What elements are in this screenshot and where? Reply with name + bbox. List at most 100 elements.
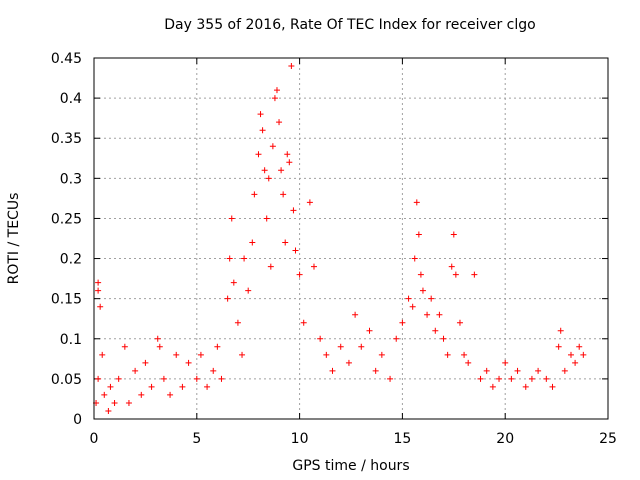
x-tick-label: 25 xyxy=(599,431,617,447)
data-point xyxy=(296,271,303,278)
data-point xyxy=(239,351,246,358)
data-point xyxy=(154,335,161,342)
data-point xyxy=(148,383,155,390)
data-point xyxy=(496,375,503,382)
y-tick-label: 0.25 xyxy=(51,211,82,227)
data-point xyxy=(160,375,167,382)
data-point xyxy=(269,143,276,150)
data-point xyxy=(424,311,431,318)
data-point xyxy=(97,303,104,310)
data-point xyxy=(132,367,139,374)
data-point xyxy=(477,375,484,382)
data-point xyxy=(555,343,562,350)
y-tick-label: 0.35 xyxy=(51,131,82,147)
data-point xyxy=(197,351,204,358)
data-point xyxy=(535,367,542,374)
data-point xyxy=(284,151,291,158)
data-point xyxy=(413,199,420,206)
data-point xyxy=(121,343,128,350)
axis-ticks: 0 5 10 15 20 25 0 0.05 0.1 0.15 0.2 0.25 0.3 0.35 0.4 0… xyxy=(51,51,617,447)
data-point xyxy=(567,351,574,358)
data-point xyxy=(549,383,556,390)
data-points xyxy=(93,63,587,414)
data-point xyxy=(251,191,258,198)
data-point xyxy=(419,287,426,294)
data-point xyxy=(210,367,217,374)
data-point xyxy=(411,255,418,262)
data-point xyxy=(142,359,149,366)
data-point xyxy=(105,407,112,414)
y-tick-label: 0.2 xyxy=(60,252,82,268)
data-point xyxy=(179,383,186,390)
data-point xyxy=(271,95,278,102)
x-tick-label: 0 xyxy=(90,431,99,447)
data-point xyxy=(576,343,583,350)
data-point xyxy=(306,199,313,206)
data-point xyxy=(261,167,268,174)
data-point xyxy=(572,359,579,366)
data-point xyxy=(185,359,192,366)
data-point xyxy=(508,375,515,382)
data-point xyxy=(267,263,274,270)
grid-lines xyxy=(94,58,608,419)
data-point xyxy=(387,375,394,382)
y-tick-label: 0.05 xyxy=(51,372,82,388)
data-point xyxy=(292,247,299,254)
data-point xyxy=(444,351,451,358)
data-point xyxy=(286,159,293,166)
data-point xyxy=(432,327,439,334)
data-point xyxy=(465,359,472,366)
data-point xyxy=(428,295,435,302)
data-point xyxy=(290,207,297,214)
data-point xyxy=(415,231,422,238)
data-point xyxy=(95,279,102,286)
data-point xyxy=(276,119,283,126)
data-point xyxy=(310,263,317,270)
data-point xyxy=(543,375,550,382)
y-tick-label: 0.3 xyxy=(60,171,82,187)
data-point xyxy=(448,263,455,270)
data-point xyxy=(278,167,285,174)
data-point xyxy=(405,295,412,302)
data-point xyxy=(265,175,272,182)
data-point xyxy=(522,383,529,390)
data-point xyxy=(436,311,443,318)
data-point xyxy=(417,271,424,278)
data-point xyxy=(125,399,132,406)
chart-title: Day 355 of 2016, Rate Of TEC Index for r… xyxy=(164,17,536,33)
data-point xyxy=(259,127,266,134)
y-tick-label: 0.4 xyxy=(60,91,82,107)
data-point xyxy=(514,367,521,374)
data-point xyxy=(107,383,114,390)
data-point xyxy=(352,311,359,318)
data-point xyxy=(234,319,241,326)
data-point xyxy=(214,343,221,350)
x-tick-label: 20 xyxy=(496,431,514,447)
data-point xyxy=(99,351,106,358)
data-point xyxy=(193,375,200,382)
y-tick-label: 0.15 xyxy=(51,292,82,308)
data-point xyxy=(249,239,256,246)
data-point xyxy=(399,319,406,326)
data-point xyxy=(471,271,478,278)
data-point xyxy=(557,327,564,334)
data-point xyxy=(115,375,122,382)
x-tick-label: 15 xyxy=(393,431,411,447)
data-point xyxy=(101,391,108,398)
data-point xyxy=(489,383,496,390)
data-point xyxy=(255,151,262,158)
data-point xyxy=(528,375,535,382)
data-point xyxy=(288,63,295,70)
data-point xyxy=(440,335,447,342)
data-point xyxy=(282,239,289,246)
data-point xyxy=(167,391,174,398)
data-point xyxy=(450,231,457,238)
data-point xyxy=(111,399,118,406)
data-point xyxy=(273,87,280,94)
y-axis-label: ROTI / TECUs xyxy=(6,193,22,285)
plot-frame xyxy=(93,57,609,420)
x-axis-label: GPS time / hours xyxy=(292,458,409,474)
data-point xyxy=(329,367,336,374)
y-tick-label: 0 xyxy=(73,412,82,428)
data-point xyxy=(358,343,365,350)
